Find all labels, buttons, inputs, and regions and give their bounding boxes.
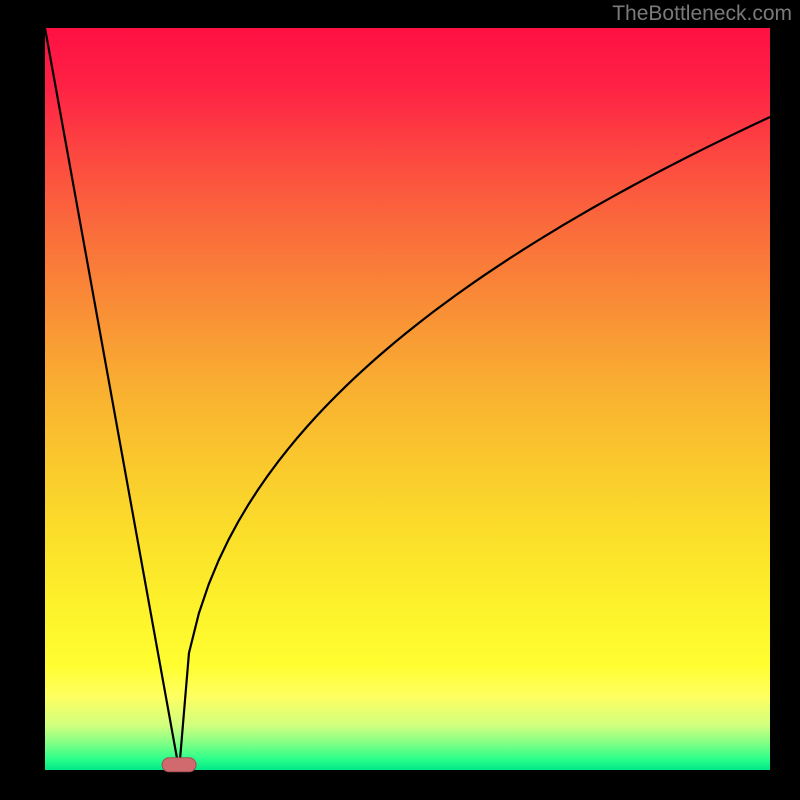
- watermark-text: TheBottleneck.com: [612, 2, 792, 26]
- plot-background: [45, 28, 770, 770]
- optimum-marker: [162, 758, 196, 772]
- bottleneck-chart: [0, 0, 800, 800]
